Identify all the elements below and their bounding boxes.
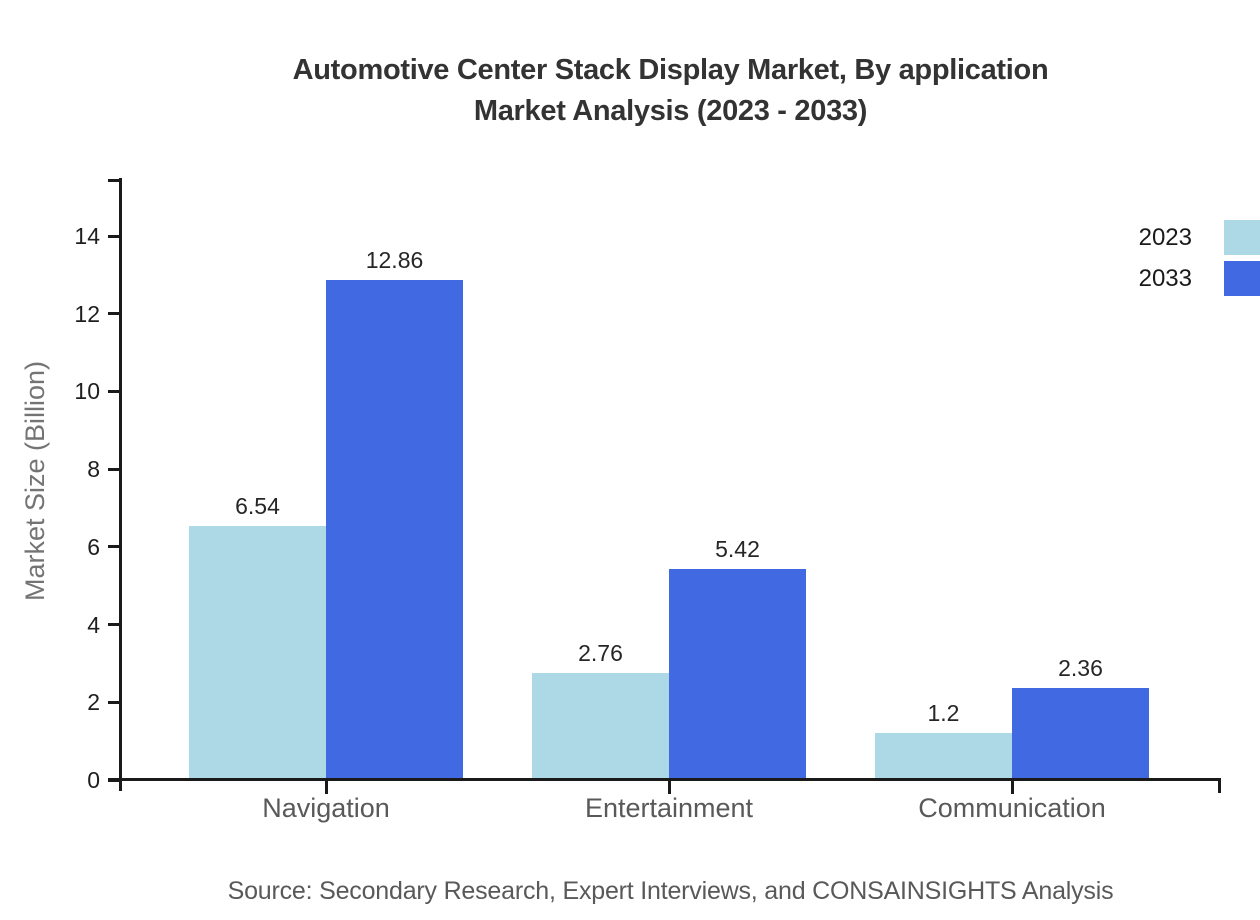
legend-entry-2023: 2023	[1139, 220, 1260, 255]
y-axis-top-end-cap	[108, 179, 122, 182]
bar-2033-entertainment	[669, 569, 806, 781]
legend: 2023 2033	[1139, 220, 1260, 296]
bar-value-label: 5.42	[715, 536, 760, 563]
bar-value-label: 6.54	[235, 492, 280, 519]
legend-swatch	[1224, 220, 1260, 255]
y-tick-mark	[108, 700, 120, 704]
source-note: Source: Secondary Research, Expert Inter…	[227, 877, 1114, 905]
bar-value-label: 2.36	[1058, 655, 1103, 682]
y-tick-mark	[108, 389, 120, 393]
y-tick-label: 8	[87, 456, 100, 483]
bar-2023-communication	[875, 733, 1012, 781]
x-axis-right-end-cap	[1218, 778, 1221, 793]
x-tick-mark	[324, 780, 328, 794]
y-axis-spine	[119, 178, 122, 791]
y-tick-label: 10	[74, 378, 100, 405]
y-tick-label: 4	[87, 611, 100, 638]
x-category-label: Navigation	[262, 793, 390, 823]
legend-entry-2033: 2033	[1139, 261, 1260, 296]
x-tick-mark	[1010, 780, 1014, 794]
y-tick-mark	[108, 467, 120, 471]
y-tick-label: 2	[87, 689, 100, 716]
legend-swatch	[1224, 261, 1260, 296]
chart-title-line2: Market Analysis (2023 - 2033)	[473, 95, 868, 127]
chart-title-line1: Automotive Center Stack Display Market, …	[292, 54, 1049, 86]
bar-2033-navigation	[326, 280, 463, 781]
chart-title: Automotive Center Stack Display Market, …	[120, 50, 1221, 132]
y-tick-mark	[108, 312, 120, 316]
bar-value-label: 12.86	[365, 247, 424, 274]
legend-label: 2033	[1138, 265, 1192, 292]
y-tick-mark	[108, 623, 120, 627]
x-category-label: Entertainment	[584, 793, 754, 823]
bar-2023-entertainment	[532, 672, 669, 781]
x-category-label: Communication	[918, 793, 1106, 823]
bar-value-label: 2.76	[578, 639, 623, 666]
x-axis-spine	[108, 778, 1221, 781]
y-tick-label: 6	[87, 533, 100, 560]
y-tick-mark	[108, 778, 120, 782]
y-tick-label: 14	[74, 223, 100, 249]
y-tick-mark	[108, 545, 120, 549]
y-tick-label: 0	[87, 767, 100, 793]
legend-label: 2023	[1138, 224, 1192, 251]
bar-2023-navigation	[189, 525, 326, 781]
y-tick-label: 12	[74, 300, 100, 327]
y-tick-mark	[108, 234, 120, 238]
bar-value-label: 1.2	[927, 700, 960, 727]
x-tick-mark	[667, 780, 671, 794]
bar-2033-communication	[1012, 688, 1149, 781]
